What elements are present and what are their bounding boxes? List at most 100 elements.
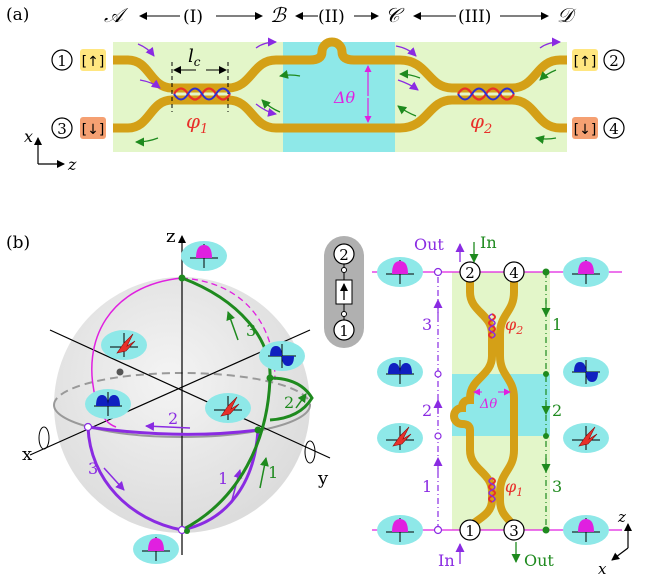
point-B: ℬ <box>270 3 287 27</box>
icon-red-left <box>100 329 148 361</box>
right-axis-z: z <box>617 508 626 526</box>
y-axis <box>49 329 331 459</box>
magenta-path <box>91 277 183 428</box>
green-label-2: 2 <box>284 393 294 412</box>
right-icon-red-left <box>376 422 424 454</box>
green-path-loop <box>269 376 314 422</box>
point-A: 𝒜 <box>104 3 129 27</box>
icon-blue-right <box>258 340 306 372</box>
axis-a-x-label: x <box>24 127 33 146</box>
right-out-top: Out <box>414 235 444 254</box>
node-green-mid <box>266 374 274 382</box>
svg-text:3: 3 <box>57 120 67 138</box>
svg-text:1: 1 <box>57 52 67 70</box>
svg-text:2: 2 <box>609 52 619 70</box>
svg-text:3: 3 <box>509 522 519 540</box>
svg-text:2: 2 <box>339 246 349 264</box>
green-step-1: 1 <box>552 315 562 334</box>
right-in-bottom: In <box>438 551 455 570</box>
port-4: 4 <box>603 117 625 139</box>
section-I-label: (I) <box>183 7 203 27</box>
purple-label-1: 1 <box>218 469 228 488</box>
y-axis-label: y <box>317 468 329 489</box>
green-arrow-2 <box>295 393 307 409</box>
right-port-4: 4 <box>503 261 525 283</box>
panel-a-label: (a) <box>6 5 29 25</box>
section-III-label: (III) <box>458 7 491 27</box>
svg-text:[↑]: [↑] <box>82 54 105 70</box>
port-3: 3 <box>51 117 73 139</box>
right-port-2: 2 <box>459 261 481 283</box>
purple-step-1: 1 <box>422 477 432 496</box>
lc-label: lc <box>188 46 201 69</box>
right-axis-x: x <box>598 560 607 578</box>
svg-text:1: 1 <box>465 522 475 540</box>
node-left <box>83 422 93 432</box>
flow-arrows-purple-a <box>137 37 561 117</box>
flow-arrows-green-a <box>135 69 557 147</box>
x-axis-label: x <box>22 444 32 465</box>
right-delta-theta: Δθ <box>479 397 497 412</box>
purple-arrow-3 <box>103 467 125 491</box>
svg-text:[↑]: [↑] <box>574 54 597 70</box>
icon-south <box>132 533 180 565</box>
icon-north <box>180 240 228 272</box>
node-top <box>178 274 186 282</box>
phi2-label: φ2 <box>470 109 492 137</box>
rot-x-icon <box>38 426 50 450</box>
spin-up-left: [↑] <box>80 49 106 71</box>
purple-arrow-2 <box>145 421 191 431</box>
icon-red-center <box>204 392 252 424</box>
svg-text:1: 1 <box>339 322 349 340</box>
right-out-bottom: Out <box>524 551 554 570</box>
node-bottom-g <box>184 528 190 534</box>
right-icon-blue-left <box>376 356 424 388</box>
right-icon-bottom-left <box>376 514 424 546</box>
green-arrow-1 <box>259 457 269 489</box>
node-right <box>254 426 262 434</box>
svg-text:4: 4 <box>609 120 619 138</box>
axis-a-z-label: z <box>67 155 77 174</box>
right-in-top: In <box>480 233 497 252</box>
svg-text:[↓]: [↓] <box>574 122 597 138</box>
purple-step-3: 3 <box>422 315 432 334</box>
right-icon-top-right <box>562 256 610 288</box>
svg-text:[↓]: [↓] <box>82 122 105 138</box>
purple-step-2: 2 <box>422 401 432 420</box>
right-icon-blue-right <box>562 356 610 388</box>
spin-up-right: [↑] <box>572 49 598 71</box>
right-diagram: φ2 φ1 Δθ 2 4 1 3 Out <box>372 233 632 578</box>
port-1: 1 <box>51 49 73 71</box>
green-label-1: 1 <box>268 463 278 482</box>
point-D: 𝒟 <box>557 3 577 27</box>
right-icon-bottom-right <box>562 514 610 546</box>
delta-theta-label: Δθ <box>333 88 356 107</box>
section-II-label: (II) <box>318 7 345 27</box>
right-icon-top-left <box>376 256 424 288</box>
panel-a: (a) 𝒜 ℬ 𝒞 𝒟 (I) (II) (III) lc <box>6 3 625 174</box>
svg-text:2: 2 <box>465 264 475 282</box>
panel-b: (b) z x y 2 3 1 3 2 <box>6 226 632 578</box>
green-step-3: 3 <box>552 477 562 496</box>
icon-blue-left <box>84 388 132 420</box>
phi1-label: φ1 <box>186 109 208 137</box>
right-port-1: 1 <box>459 519 481 541</box>
spin-down-left: [↓] <box>80 117 106 139</box>
purple-label-2: 2 <box>168 409 178 428</box>
green-arrow-3 <box>226 311 239 341</box>
waveguides-a <box>113 37 567 133</box>
node-grey <box>116 368 124 376</box>
rot-y-icon <box>304 440 316 464</box>
point-C: 𝒞 <box>385 3 405 27</box>
panel-b-label: (b) <box>6 233 30 253</box>
spin-down-right: [↓] <box>572 117 598 139</box>
z-axis-label: z <box>166 226 175 247</box>
right-phi2: φ2 <box>505 315 523 337</box>
green-step-2: 2 <box>552 401 562 420</box>
inset-component: 2 1 <box>324 236 364 348</box>
right-phi1: φ1 <box>505 477 523 499</box>
right-icon-red-right <box>562 422 610 454</box>
wave-III <box>457 87 515 101</box>
green-label-3: 3 <box>246 321 256 340</box>
